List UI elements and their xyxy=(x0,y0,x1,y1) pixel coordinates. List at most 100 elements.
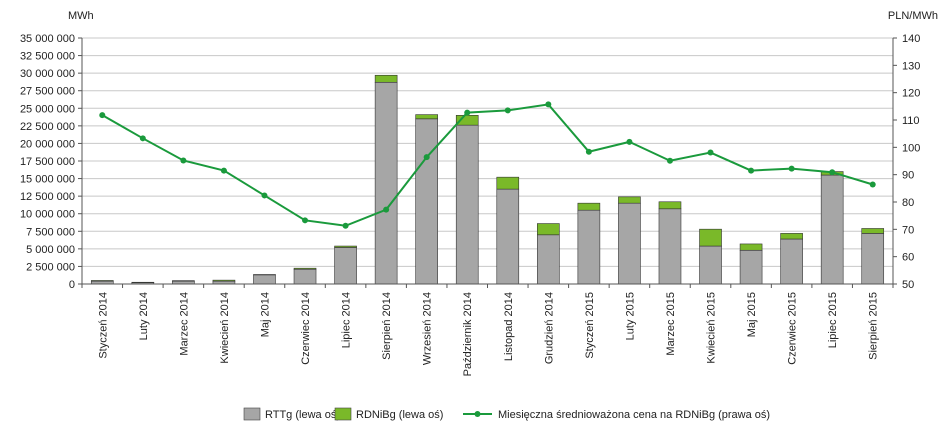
bar-rttg xyxy=(740,250,762,284)
price-point xyxy=(464,110,470,116)
bar-rttg xyxy=(537,235,559,284)
left-axis-unit: MWh xyxy=(68,10,94,22)
bar-rdnibg xyxy=(213,280,235,281)
bar-rttg xyxy=(659,209,681,284)
left-axis-tick-label: 22 500 000 xyxy=(20,121,75,133)
left-axis-ticks: 0 2 500 000 5 000 000 7 500 000 10 000 000 12… xyxy=(20,33,82,291)
bar-rttg xyxy=(862,233,884,284)
bar-rdnibg xyxy=(375,75,397,82)
bar-rdnibg xyxy=(335,246,357,247)
left-axis-tick-label: 0 xyxy=(69,279,75,291)
left-axis-tick-label: 17 500 000 xyxy=(20,156,75,168)
left-axis-tick-label: 10 000 000 xyxy=(20,209,75,221)
bar-rttg xyxy=(375,82,397,284)
legend-label-rdnibg: RDNiBg (lewa oś) xyxy=(356,409,443,421)
bar-rttg xyxy=(497,189,519,284)
legend-line-marker xyxy=(475,411,481,417)
right-axis-tick-label: 110 xyxy=(902,115,920,127)
price-point xyxy=(343,223,349,229)
right-axis-unit: PLN/MWh xyxy=(888,10,938,22)
left-axis-tick-label: 20 000 000 xyxy=(20,138,75,150)
bar-rdnibg xyxy=(578,203,600,210)
right-axis-tick-label: 80 xyxy=(902,197,914,209)
right-axis-tick-label: 60 xyxy=(902,252,914,264)
category-label: Czerwiec 2014 xyxy=(300,292,312,365)
category-label: Styczeń 2014 xyxy=(97,292,109,359)
category-label: Sierpień 2014 xyxy=(381,292,393,360)
right-axis-tick-label: 70 xyxy=(902,224,914,236)
bar-rttg xyxy=(821,175,843,284)
category-label: Październik 2014 xyxy=(462,292,474,376)
right-axis-tick-label: 100 xyxy=(902,142,920,154)
bar-rdnibg xyxy=(537,224,559,235)
left-axis-tick-label: 5 000 000 xyxy=(26,244,75,256)
category-label: Listopad 2014 xyxy=(503,292,515,361)
price-point xyxy=(140,135,146,141)
axes-group xyxy=(82,38,893,288)
bar-rttg xyxy=(294,269,316,284)
legend-label-rttg: RTTg (lewa oś) xyxy=(265,409,340,421)
category-label: Sierpień 2015 xyxy=(868,292,880,360)
price-point xyxy=(505,107,511,113)
price-point xyxy=(302,217,308,223)
category-label: Lipiec 2014 xyxy=(341,292,353,348)
bar-rttg xyxy=(456,125,478,284)
bar-rttg xyxy=(416,119,438,284)
price-point xyxy=(708,150,714,156)
category-label: Kwiecień 2014 xyxy=(219,292,231,364)
price-point xyxy=(626,139,632,145)
bar-rttg xyxy=(700,246,722,284)
left-axis-tick-label: 35 000 000 xyxy=(20,33,75,45)
bar-rdnibg xyxy=(416,115,438,119)
right-axis-tick-label: 90 xyxy=(902,170,914,182)
bar-rdnibg xyxy=(781,233,803,239)
legend-swatch-rttg xyxy=(244,408,260,420)
right-axis-tick-label: 50 xyxy=(902,279,914,291)
category-label: Maj 2015 xyxy=(746,292,758,337)
category-label: Marzec 2015 xyxy=(665,292,677,356)
bar-rdnibg xyxy=(659,202,681,209)
bar-rttg xyxy=(781,239,803,284)
price-point xyxy=(829,169,835,175)
price-point xyxy=(748,168,754,174)
left-axis-tick-label: 30 000 000 xyxy=(20,68,75,80)
price-point xyxy=(586,149,592,155)
left-axis-tick-label: 2 500 000 xyxy=(26,261,75,273)
category-label: Luty 2015 xyxy=(624,292,636,340)
right-axis-tick-label: 140 xyxy=(902,33,920,45)
left-axis-tick-label: 15 000 000 xyxy=(20,174,75,186)
price-point xyxy=(99,112,105,118)
price-point xyxy=(789,166,795,172)
bar-rdnibg xyxy=(740,244,762,250)
category-label: Kwiecień 2015 xyxy=(706,292,718,364)
price-line xyxy=(102,104,872,225)
left-axis-tick-label: 32 500 000 xyxy=(20,51,75,63)
price-point xyxy=(180,157,186,163)
left-axis-tick-label: 12 500 000 xyxy=(20,191,75,203)
category-label: Grudzień 2014 xyxy=(543,292,555,364)
price-point xyxy=(221,168,227,174)
bar-rdnibg xyxy=(294,268,316,269)
price-point xyxy=(545,101,551,107)
category-label: Styczeń 2015 xyxy=(584,292,596,359)
legend: RTTg (lewa oś) RDNiBg (lewa oś) Miesięcz… xyxy=(244,408,770,421)
bar-rdnibg xyxy=(172,281,194,282)
grid-lines xyxy=(82,38,893,266)
category-label: Wrzesień 2014 xyxy=(422,292,434,365)
bar-rdnibg xyxy=(862,228,884,233)
price-line-group xyxy=(99,101,875,228)
bar-rttg xyxy=(578,210,600,284)
category-label: Czerwiec 2015 xyxy=(787,292,799,365)
category-label: Lipiec 2015 xyxy=(827,292,839,348)
left-axis-tick-label: 7 500 000 xyxy=(26,226,75,238)
right-axis-tick-label: 130 xyxy=(902,60,920,72)
price-point xyxy=(667,158,673,164)
bars-group xyxy=(91,75,883,284)
price-point xyxy=(870,182,876,188)
left-axis-tick-label: 27 500 000 xyxy=(20,86,75,98)
bar-rdnibg xyxy=(91,280,113,281)
category-label: Maj 2014 xyxy=(259,292,271,337)
